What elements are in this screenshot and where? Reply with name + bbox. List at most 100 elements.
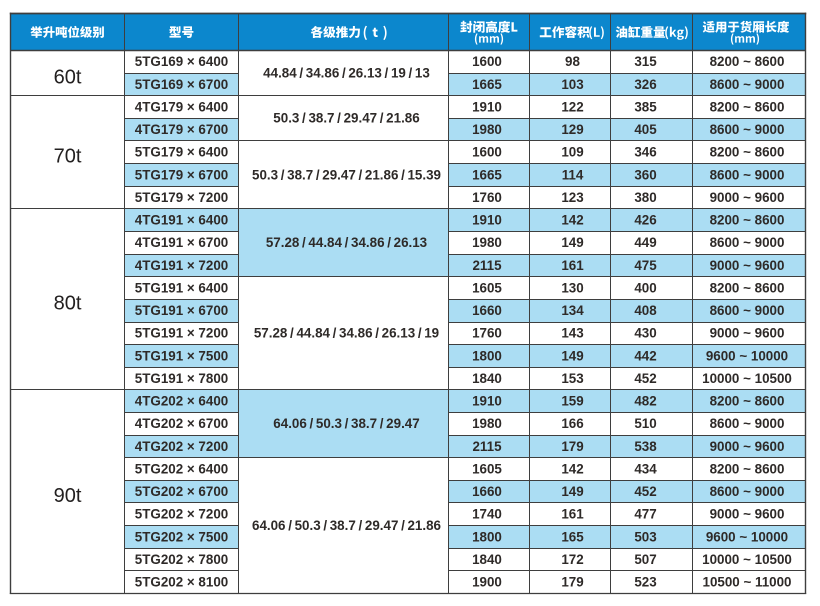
- svg-text:50.3 / 38.7 / 29.47 / 21.86 /: 50.3 / 38.7 / 29.47 / 21.86 / 15.39: [252, 167, 441, 182]
- svg-text:4TG179 × 6400: 4TG179 × 6400: [135, 99, 228, 114]
- svg-text:109: 109: [561, 145, 583, 160]
- svg-text:8600 ~ 9000: 8600 ~ 9000: [710, 77, 785, 92]
- svg-text:510: 510: [634, 416, 656, 431]
- svg-text:143: 143: [561, 326, 583, 341]
- svg-text:149: 149: [561, 484, 583, 499]
- svg-text:1600: 1600: [472, 54, 502, 69]
- svg-text:159: 159: [561, 394, 583, 409]
- svg-text:165: 165: [561, 529, 584, 544]
- svg-text:452: 452: [634, 484, 656, 499]
- svg-text:442: 442: [634, 348, 656, 363]
- svg-text:172: 172: [561, 552, 583, 567]
- svg-text:57.28 / 44.84 / 34.86 / 26.13: 57.28 / 44.84 / 34.86 / 26.13 / 19: [254, 326, 439, 341]
- svg-text:5TG191 × 7500: 5TG191 × 7500: [135, 348, 228, 363]
- svg-text:4TG202 × 6400: 4TG202 × 6400: [135, 394, 228, 409]
- svg-text:90t: 90t: [54, 485, 82, 507]
- svg-text:149: 149: [561, 235, 583, 250]
- svg-text:9000 ~ 9600: 9000 ~ 9600: [710, 507, 785, 522]
- svg-text:4TG191 × 7200: 4TG191 × 7200: [135, 258, 228, 273]
- svg-text:5TG179 × 6400: 5TG179 × 6400: [135, 145, 228, 160]
- svg-text:103: 103: [561, 77, 583, 92]
- svg-text:507: 507: [634, 552, 656, 567]
- svg-text:153: 153: [561, 371, 583, 386]
- svg-text:161: 161: [561, 258, 584, 273]
- svg-text:1665: 1665: [472, 167, 502, 182]
- svg-text:10000 ~ 10500: 10000 ~ 10500: [702, 552, 792, 567]
- svg-text:8200 ~ 8600: 8200 ~ 8600: [710, 213, 785, 228]
- svg-text:1980: 1980: [472, 235, 502, 250]
- svg-text:161: 161: [561, 507, 584, 522]
- svg-text:8200 ~ 8600: 8200 ~ 8600: [710, 394, 785, 409]
- svg-text:1910: 1910: [472, 213, 502, 228]
- svg-text:1740: 1740: [472, 507, 502, 522]
- svg-text:1840: 1840: [472, 371, 502, 386]
- svg-text:9000 ~ 9600: 9000 ~ 9600: [710, 439, 785, 454]
- svg-text:57.28 / 44.84 / 34.86 / 26.13: 57.28 / 44.84 / 34.86 / 26.13: [266, 235, 427, 250]
- svg-text:5TG179 × 7200: 5TG179 × 7200: [135, 190, 228, 205]
- svg-text:5TG169 × 6400: 5TG169 × 6400: [135, 54, 228, 69]
- svg-text:5TG179 × 6700: 5TG179 × 6700: [135, 167, 228, 182]
- svg-text:408: 408: [634, 303, 657, 318]
- svg-text:5TG202 × 8100: 5TG202 × 8100: [135, 575, 228, 590]
- svg-text:405: 405: [634, 122, 657, 137]
- svg-text:449: 449: [634, 235, 656, 250]
- svg-text:1910: 1910: [472, 394, 502, 409]
- svg-text:8600 ~ 9000: 8600 ~ 9000: [710, 484, 785, 499]
- svg-text:5TG169 × 6700: 5TG169 × 6700: [135, 77, 228, 92]
- svg-text:380: 380: [634, 190, 656, 205]
- svg-text:4TG191 × 6400: 4TG191 × 6400: [135, 213, 228, 228]
- svg-text:477: 477: [634, 507, 656, 522]
- svg-text:1760: 1760: [472, 326, 502, 341]
- svg-text:134: 134: [561, 303, 584, 318]
- svg-text:2115: 2115: [472, 439, 502, 454]
- svg-text:360: 360: [634, 167, 656, 182]
- svg-text:1605: 1605: [472, 280, 502, 295]
- svg-text:523: 523: [634, 575, 656, 590]
- svg-text:179: 179: [561, 439, 583, 454]
- svg-text:149: 149: [561, 348, 583, 363]
- svg-text:166: 166: [561, 416, 583, 431]
- svg-text:8600 ~ 9000: 8600 ~ 9000: [710, 167, 785, 182]
- svg-text:4TG191 × 6700: 4TG191 × 6700: [135, 235, 228, 250]
- svg-text:5TG202 × 7200: 5TG202 × 7200: [135, 507, 228, 522]
- svg-text:179: 179: [561, 575, 583, 590]
- svg-text:8600 ~ 9000: 8600 ~ 9000: [710, 235, 785, 250]
- svg-text:5TG202 × 7800: 5TG202 × 7800: [135, 552, 228, 567]
- svg-text:129: 129: [561, 122, 583, 137]
- svg-text:5TG191 × 7800: 5TG191 × 7800: [135, 371, 228, 386]
- svg-text:1800: 1800: [472, 529, 502, 544]
- svg-text:142: 142: [561, 213, 583, 228]
- svg-text:8200 ~ 8600: 8200 ~ 8600: [710, 461, 785, 476]
- svg-text:5TG191 × 6700: 5TG191 × 6700: [135, 303, 228, 318]
- svg-text:1800: 1800: [472, 348, 502, 363]
- svg-text:10500 ~ 11000: 10500 ~ 11000: [703, 575, 792, 590]
- svg-text:9000 ~ 9600: 9000 ~ 9600: [710, 190, 785, 205]
- svg-text:2115: 2115: [472, 258, 502, 273]
- svg-text:1600: 1600: [472, 145, 502, 160]
- svg-text:5TG202 × 6700: 5TG202 × 6700: [135, 484, 228, 499]
- svg-text:1760: 1760: [472, 190, 502, 205]
- svg-text:1665: 1665: [472, 77, 502, 92]
- svg-text:1980: 1980: [472, 122, 502, 137]
- svg-text:4TG179 × 6700: 4TG179 × 6700: [135, 122, 228, 137]
- svg-text:315: 315: [634, 54, 657, 69]
- svg-text:430: 430: [634, 326, 656, 341]
- svg-text:130: 130: [561, 280, 583, 295]
- svg-text:44.84 / 34.86 / 26.13 / 19 / 1: 44.84 / 34.86 / 26.13 / 19 / 13: [263, 65, 430, 80]
- svg-text:5TG202 × 7500: 5TG202 × 7500: [135, 529, 228, 544]
- svg-text:385: 385: [634, 99, 657, 114]
- svg-text:8200 ~ 8600: 8200 ~ 8600: [710, 99, 785, 114]
- svg-text:142: 142: [561, 461, 583, 476]
- svg-text:4TG202 × 7200: 4TG202 × 7200: [135, 439, 228, 454]
- svg-text:9000 ~ 9600: 9000 ~ 9600: [710, 326, 785, 341]
- svg-text:1900: 1900: [472, 575, 502, 590]
- svg-text:326: 326: [634, 77, 656, 92]
- svg-text:123: 123: [561, 190, 583, 205]
- svg-text:1910: 1910: [472, 99, 502, 114]
- svg-text:60t: 60t: [54, 66, 82, 88]
- svg-text:8200 ~ 8600: 8200 ~ 8600: [710, 280, 785, 295]
- svg-text:8600 ~ 9000: 8600 ~ 9000: [710, 416, 785, 431]
- svg-text:1605: 1605: [472, 461, 502, 476]
- svg-text:9600 ~ 10000: 9600 ~ 10000: [706, 529, 788, 544]
- svg-text:5TG191 × 7200: 5TG191 × 7200: [135, 326, 228, 341]
